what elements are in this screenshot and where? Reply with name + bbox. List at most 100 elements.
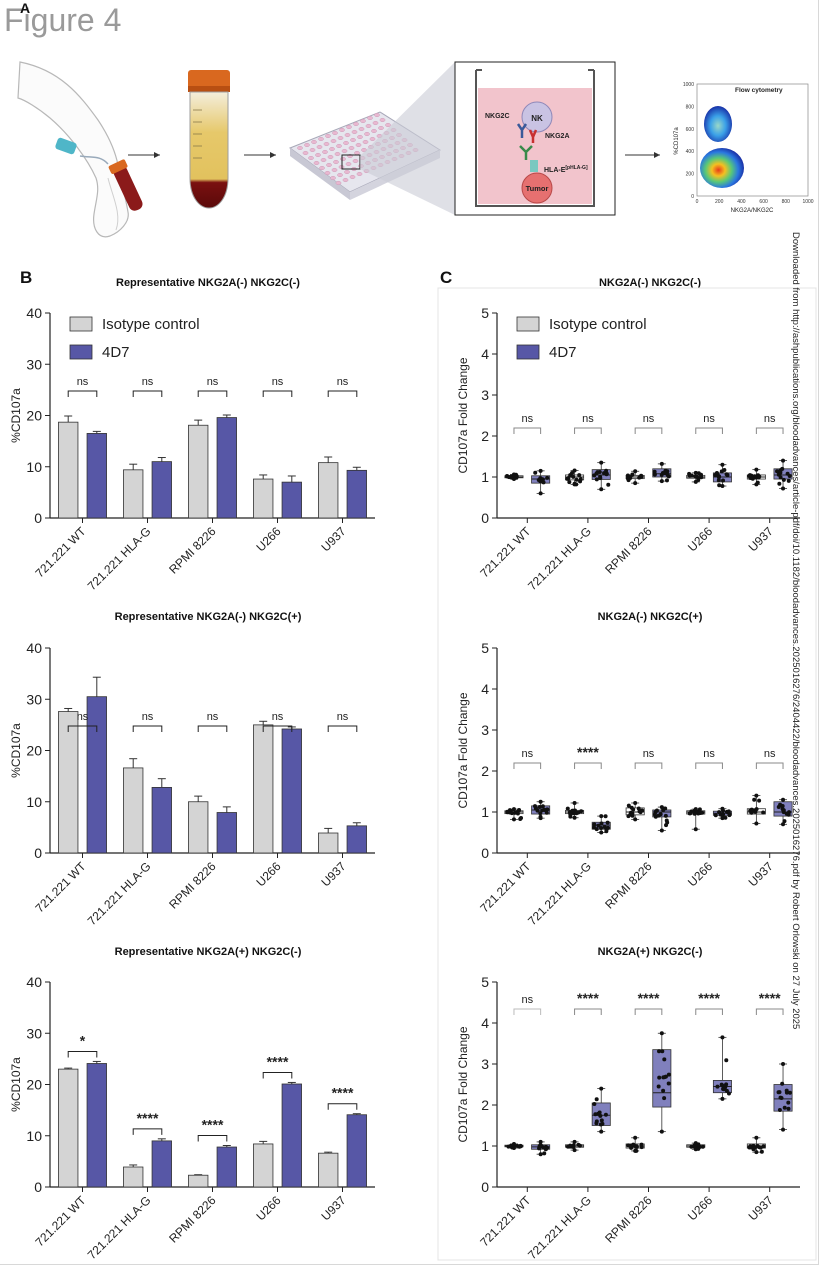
- data-point: [784, 811, 789, 816]
- significance-bracket: [262, 725, 293, 732]
- bar-4d7: [346, 825, 367, 854]
- data-point: [782, 819, 787, 824]
- data-point: [639, 473, 644, 478]
- data-point: [544, 810, 549, 815]
- flow-ytick: 200: [686, 172, 695, 178]
- plate-well: [346, 124, 352, 129]
- plate-well: [343, 140, 349, 145]
- data-point: [660, 1049, 665, 1054]
- bar-isotype: [123, 469, 144, 519]
- data-point: [786, 478, 791, 483]
- schematic-panel: NK NKG2C NKG2A HLA-E[pHLA-G] Tumor Flow …: [17, 61, 814, 238]
- data-point: [654, 808, 659, 813]
- data-point: [640, 808, 645, 813]
- data-point: [599, 1086, 604, 1091]
- y-tick-label: 0: [481, 1179, 489, 1195]
- tumor-cell-icon: [521, 172, 553, 204]
- data-point: [726, 809, 731, 814]
- significance-bracket: [197, 390, 228, 397]
- data-point: [597, 1110, 602, 1115]
- chart-b2: Representative NKG2A(-) NKG2C(+) 0 10 20 30 4…: [9, 611, 375, 928]
- significance-label: ns: [703, 413, 715, 425]
- data-point: [780, 1081, 785, 1086]
- y-tick-label: 1: [481, 469, 489, 485]
- significance-label: ****: [577, 744, 599, 760]
- panel-label-b: B: [20, 268, 33, 287]
- data-point: [693, 1147, 698, 1152]
- y-tick-label: 30: [26, 691, 42, 707]
- data-point: [538, 1152, 543, 1157]
- significance-label: ns: [77, 711, 89, 723]
- chart-b1: Representative NKG2A(-) NKG2C(-) 0 10 20 30 4…: [9, 277, 375, 593]
- data-point: [592, 822, 597, 827]
- y-tick-label: 2: [481, 763, 489, 779]
- x-tick-label: 721.221 HLA-G: [85, 1193, 154, 1262]
- hla-label: HLA-E[pHLA-G]: [544, 165, 588, 174]
- data-point: [568, 812, 573, 817]
- data-point: [565, 806, 570, 811]
- chart-title: NKG2A(-) NKG2C(+): [598, 611, 703, 623]
- data-point: [780, 804, 785, 809]
- plate-well: [385, 122, 391, 127]
- y-tick-label: 4: [481, 681, 489, 697]
- y-axis-label: %CD107a: [9, 723, 23, 778]
- data-point: [567, 480, 572, 485]
- plate-well: [331, 167, 338, 172]
- data-point: [781, 486, 786, 491]
- significance-label: ns: [337, 711, 349, 723]
- data-point: [662, 1057, 667, 1062]
- plate-well: [342, 177, 349, 182]
- significance-bracket: [574, 427, 602, 434]
- significance-label: ****: [759, 990, 781, 1006]
- data-point: [605, 820, 610, 825]
- significance-label: ns: [764, 413, 776, 425]
- hla-label-text: HLA-E: [544, 167, 566, 174]
- x-tick-label: RPMI 8226: [602, 1193, 655, 1246]
- significance-bracket: [574, 1008, 602, 1015]
- bar-4d7: [86, 433, 107, 519]
- plate-well: [302, 150, 309, 155]
- data-point: [599, 1118, 604, 1123]
- plate-well: [369, 136, 376, 141]
- data-point: [538, 1139, 543, 1144]
- data-point: [721, 478, 726, 483]
- significance-label: ****: [137, 1110, 159, 1126]
- data-point: [689, 1144, 694, 1149]
- plate-well: [315, 152, 321, 157]
- x-tick-label: RPMI 8226: [602, 524, 655, 577]
- data-point: [721, 1087, 726, 1092]
- chart-title: Representative NKG2A(-) NKG2C(+): [115, 611, 302, 623]
- significance-bracket: [695, 762, 723, 769]
- bar-isotype: [318, 832, 339, 854]
- data-point: [626, 1143, 631, 1148]
- bar-4d7: [216, 812, 237, 854]
- data-point: [781, 822, 786, 827]
- plate-well: [324, 170, 331, 175]
- bar-4d7: [86, 1063, 107, 1188]
- significance-label: ****: [638, 990, 660, 1006]
- y-tick-label: 20: [26, 743, 42, 759]
- data-point: [727, 813, 732, 818]
- nkg2c-label: NKG2C: [485, 113, 510, 120]
- data-point: [593, 1112, 598, 1117]
- data-point: [662, 1096, 667, 1101]
- bar-isotype: [58, 421, 79, 519]
- data-point: [545, 475, 550, 480]
- data-point: [578, 479, 583, 484]
- data-point: [664, 478, 669, 483]
- significance-bracket: [634, 1008, 663, 1015]
- plate-well: [313, 160, 320, 165]
- chart-title: Representative NKG2A(-) NKG2C(-): [116, 277, 300, 289]
- data-point: [652, 472, 657, 477]
- y-axis-label: %CD107a: [9, 1057, 23, 1112]
- data-point: [630, 811, 635, 816]
- data-point: [778, 475, 783, 480]
- plate-well: [350, 137, 356, 142]
- plate-well: [318, 136, 324, 141]
- significance-label: ns: [521, 748, 533, 760]
- significance-bracket: [67, 725, 98, 732]
- data-point: [596, 823, 601, 828]
- x-tick-label: U937: [318, 859, 348, 889]
- data-point: [717, 483, 722, 488]
